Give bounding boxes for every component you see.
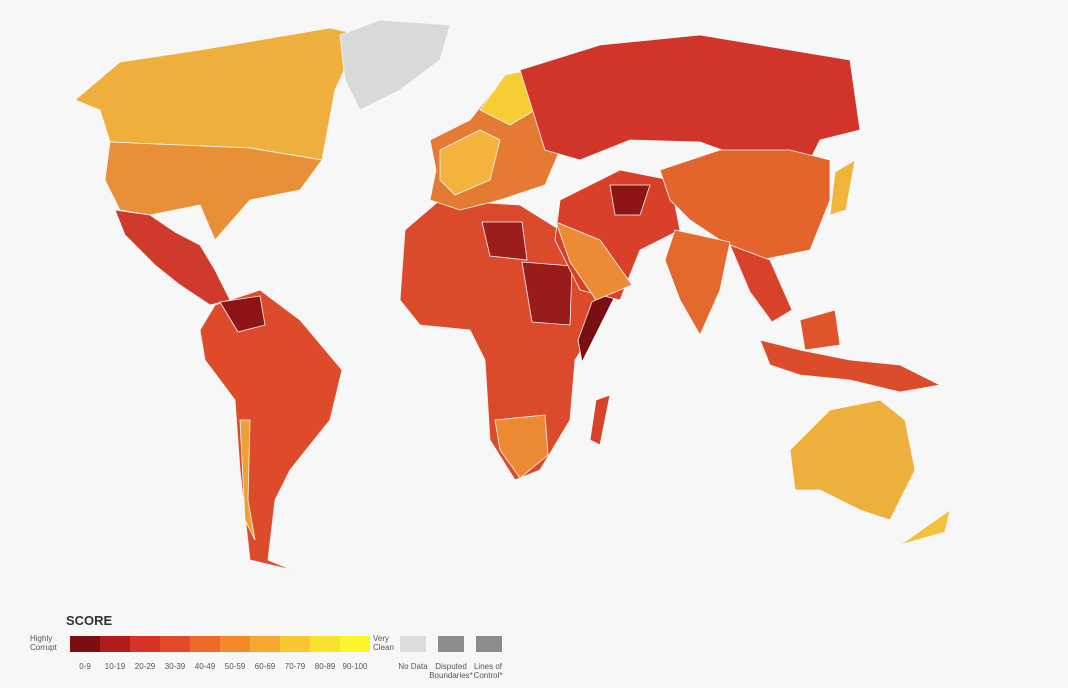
arabia	[555, 221, 633, 301]
legend-title: SCORE	[66, 613, 113, 628]
usa	[104, 141, 323, 241]
venezuela	[219, 295, 266, 333]
legend-bin-label: 20-29	[134, 662, 156, 671]
legend-swatch	[160, 636, 190, 652]
legend-high-label: Very Clean	[373, 634, 394, 652]
legend-swatch	[340, 636, 370, 652]
madagascar	[589, 394, 611, 446]
legend-bin-label: 90-100	[342, 662, 368, 671]
lines-label: Lines of Control*	[473, 662, 503, 680]
china	[659, 149, 831, 261]
legend-bin-label: 0-9	[79, 662, 91, 671]
western-europe	[439, 129, 501, 196]
canada	[74, 27, 361, 161]
no-data-label: No Data	[398, 662, 428, 671]
indonesia	[759, 339, 942, 393]
greenland	[339, 19, 451, 111]
disputed-label: Disputed Boundaries*	[429, 662, 473, 680]
legend-bin-label: 30-39	[164, 662, 186, 671]
legend-bin-label: 10-19	[104, 662, 126, 671]
legend-swatch	[280, 636, 310, 652]
legend-swatch	[310, 636, 340, 652]
legend-bin-label: 50-59	[224, 662, 246, 671]
legend-swatch	[100, 636, 130, 652]
legend-swatch	[70, 636, 100, 652]
legend-swatch	[250, 636, 280, 652]
libya	[481, 221, 528, 261]
legend-bin-label: 80-89	[314, 662, 336, 671]
japan	[829, 159, 856, 216]
sudan	[521, 261, 573, 326]
legend-swatch	[220, 636, 250, 652]
disputed-swatch	[438, 636, 464, 652]
legend-bin-label: 40-49	[194, 662, 216, 671]
legend-bin-label: 70-79	[284, 662, 306, 671]
legend-low-label: Highly Corrupt	[30, 634, 57, 652]
legend-swatch	[130, 636, 160, 652]
legend-swatch	[190, 636, 220, 652]
lines-swatch	[476, 636, 502, 652]
south-america	[199, 289, 343, 571]
afghanistan	[609, 184, 651, 216]
southeast-asia	[729, 244, 793, 323]
southern-africa	[494, 414, 549, 479]
legend-bin-label: 60-69	[254, 662, 276, 671]
borneo	[799, 309, 841, 351]
australia	[789, 399, 916, 521]
chile-uruguay	[239, 419, 256, 541]
new-zealand	[899, 509, 951, 546]
india	[664, 229, 731, 336]
no-data-swatch	[400, 636, 426, 652]
